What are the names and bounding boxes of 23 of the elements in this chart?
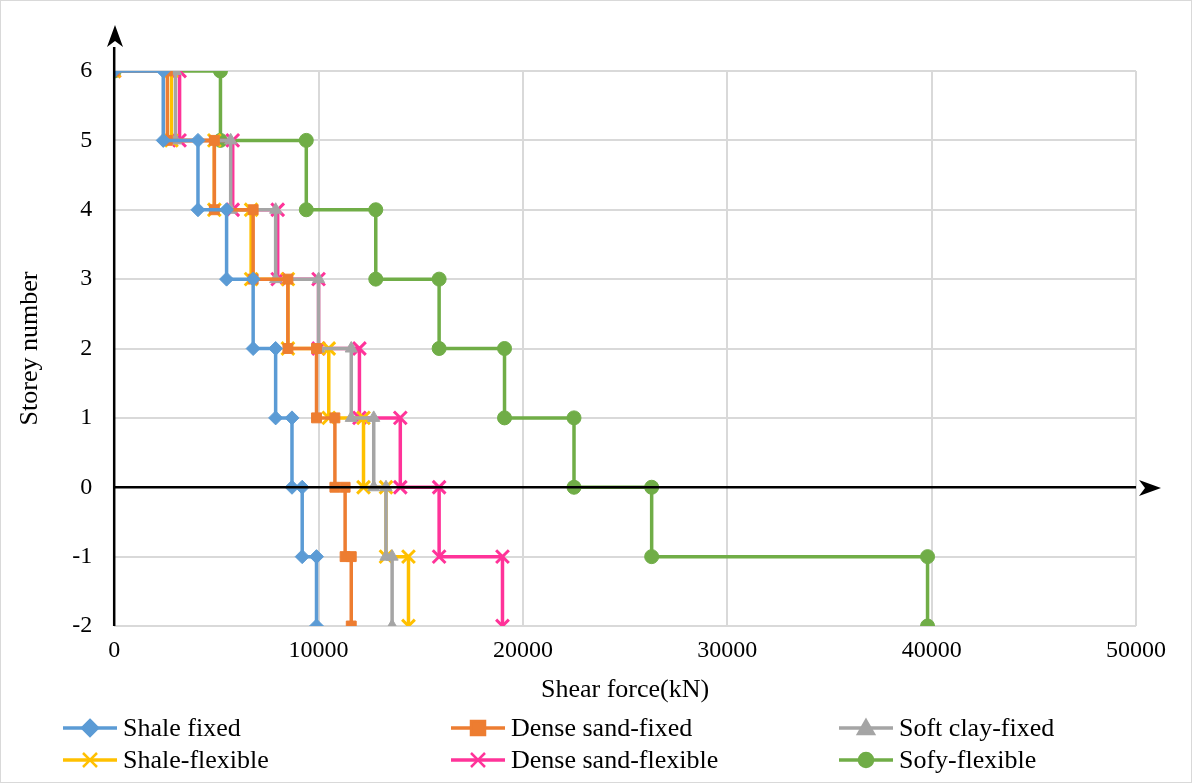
legend-label: Shale-flexible (123, 745, 269, 775)
y-tick-label: 4 (80, 195, 93, 222)
legend-label: Dense sand-flexible (511, 745, 719, 775)
x-tick-label: 10000 (288, 635, 349, 662)
y-tick-label: 0 (80, 472, 93, 499)
x-axis-title: Shear force(kN) (541, 674, 710, 704)
y-tick-label: 6 (80, 56, 93, 83)
legend-label: Sofy-flexible (899, 745, 1037, 775)
y-tick-label: 3 (80, 264, 93, 291)
y-tick-label: -1 (72, 541, 93, 568)
legend-label: Shale fixed (123, 713, 241, 743)
y-tick-label: 1 (80, 403, 93, 430)
y-axis-title: Storey number (14, 271, 44, 426)
y-tick-label: 5 (80, 125, 93, 152)
y-tick-label: 2 (80, 333, 93, 360)
legend-label: Dense sand-fixed (511, 713, 693, 743)
x-tick-label: 50000 (1106, 635, 1166, 662)
y-tick-label: -2 (72, 611, 93, 638)
x-tick-label: 20000 (492, 635, 553, 662)
legend-label: Soft clay-fixed (899, 713, 1055, 743)
x-tick-label: 30000 (697, 635, 758, 662)
x-tick-label: 40000 (901, 635, 962, 662)
x-tick-label: 0 (108, 635, 121, 662)
